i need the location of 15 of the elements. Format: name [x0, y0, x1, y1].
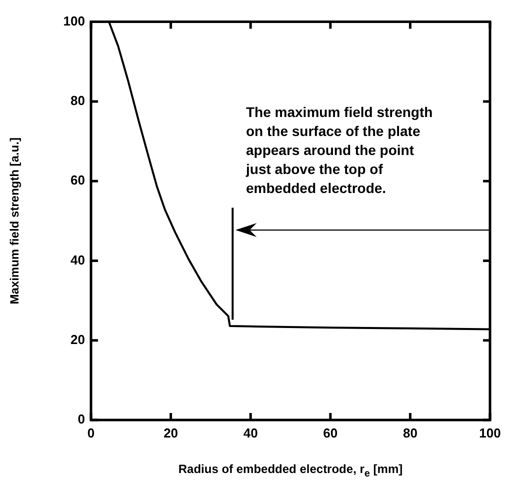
x-tick-label: 40 [243, 425, 258, 440]
x-axis-title: Radius of embedded electrode, r$_{e}$ [mm] [177, 462, 404, 480]
y-tick-label: 60 [70, 172, 85, 188]
y-axis-title: Maximum field strength [a.u.] [8, 138, 22, 304]
y-tick-label: 100 [63, 13, 85, 28]
y-tick-label: 20 [70, 332, 85, 347]
y-tick-label: 0 [78, 412, 85, 427]
x-tick-label: 20 [164, 425, 178, 440]
x-tick-label: 80 [402, 425, 418, 440]
y-tick-label: 40 [70, 252, 85, 268]
annotation: The maximum field strength on the surface of the plate appears around the point just above the top of embedded electrode. [245, 104, 433, 196]
x-tick-label: 60 [323, 425, 338, 440]
x-tick-label: 0 [87, 425, 95, 440]
x-tick-label: 100 [479, 425, 501, 440]
y-tick-label: 80 [70, 93, 85, 108]
